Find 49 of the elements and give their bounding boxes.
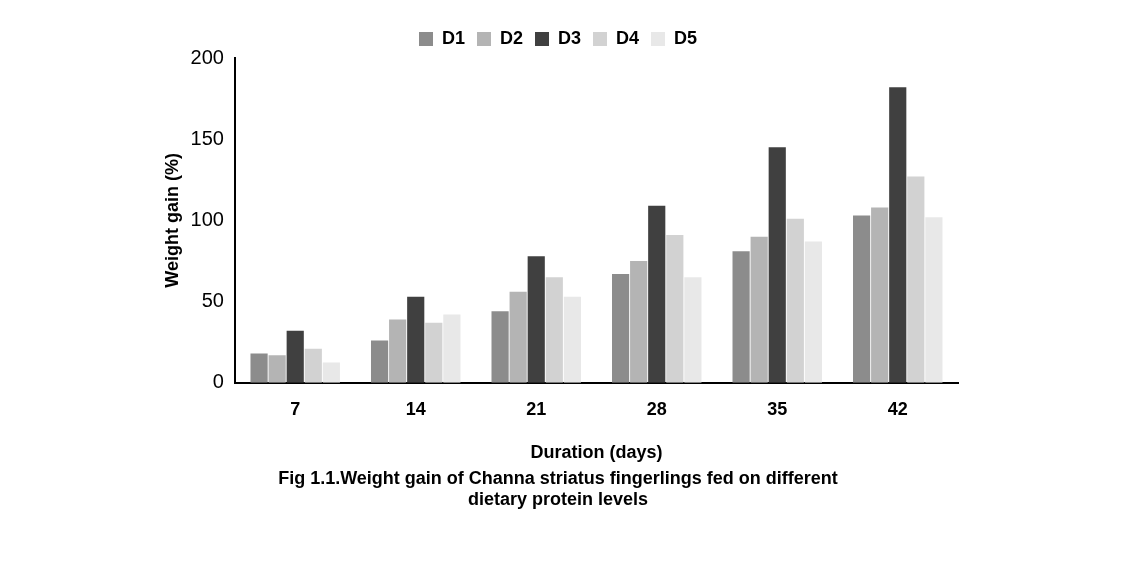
- bar: [907, 176, 925, 383]
- bar: [684, 277, 702, 383]
- bar: [286, 330, 304, 383]
- bar: [509, 291, 527, 383]
- bar: [563, 296, 581, 383]
- y-tick-label: 200: [190, 45, 224, 68]
- y-tick-label: 50: [201, 289, 224, 312]
- bar: [250, 353, 268, 383]
- bar: [612, 273, 630, 383]
- x-tick-label: 35: [767, 398, 788, 419]
- x-tick-label: 42: [887, 398, 908, 419]
- bar: [853, 215, 871, 383]
- y-tick-label: 150: [190, 126, 224, 149]
- bar: [889, 87, 907, 383]
- bar: [871, 207, 889, 383]
- bar: [425, 322, 443, 383]
- bar: [545, 277, 563, 383]
- bar: [389, 319, 407, 383]
- legend-label: D4: [616, 27, 640, 48]
- bar: [370, 340, 389, 383]
- bar: [304, 348, 322, 383]
- bar: [768, 147, 786, 383]
- legend-label: D3: [558, 27, 582, 48]
- x-tick-label: 21: [526, 398, 547, 419]
- legend-label: D5: [674, 27, 698, 48]
- y-tick-label: 0: [212, 370, 224, 393]
- bar: [443, 314, 461, 383]
- x-tick-label: 7: [290, 398, 301, 419]
- legend-label: D2: [499, 27, 523, 48]
- bar: [925, 217, 943, 383]
- bar: [666, 235, 684, 383]
- bar: [732, 251, 750, 383]
- x-tick-label: 28: [646, 398, 667, 419]
- bar: [407, 296, 425, 383]
- bar: [786, 218, 804, 383]
- y-tick-label: 100: [190, 207, 224, 230]
- bar: [527, 256, 545, 383]
- text: Fig 1.1.Weight gain of Channa striatus fingerlings fed on different dietary protein levels: [277, 468, 839, 510]
- bar: [750, 236, 768, 383]
- bar: [804, 241, 822, 383]
- y-axis-title: Weight gain (%): [161, 153, 182, 288]
- bar: [491, 311, 509, 383]
- bar: [268, 355, 286, 383]
- x-tick-label: 14: [405, 398, 426, 419]
- bar: [630, 261, 648, 383]
- bar: [648, 205, 666, 383]
- x-axis-title: Duration (days): [530, 442, 663, 463]
- bar: [322, 362, 340, 383]
- legend-label: D1: [441, 27, 465, 48]
